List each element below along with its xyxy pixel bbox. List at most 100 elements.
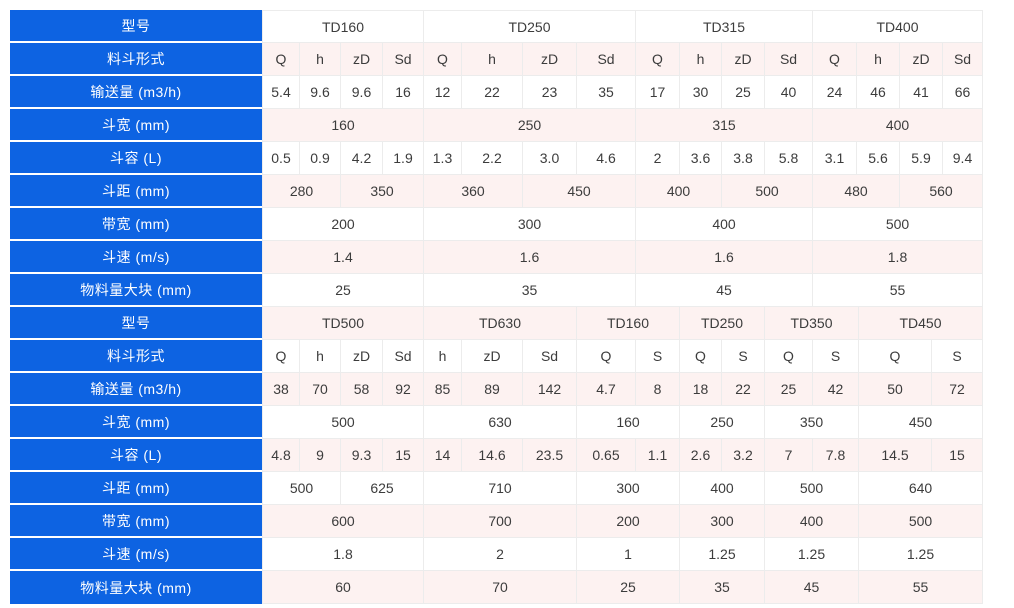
table-cell: h xyxy=(680,43,722,76)
table-cell: 350 xyxy=(765,406,859,439)
table-cell: 40 xyxy=(765,76,813,109)
table-cell: 2 xyxy=(424,538,577,571)
table-row: 带宽 (mm) 600 700 200 300 400 500 xyxy=(10,505,983,538)
table-cell: 8 xyxy=(636,373,680,406)
table-cell: 4.7 xyxy=(577,373,636,406)
table-cell: 500 xyxy=(722,175,813,208)
table-row: 斗距 (mm) 500 625 710 300 400 500 640 xyxy=(10,472,983,505)
table-cell: 25 xyxy=(577,571,680,604)
table-cell: 35 xyxy=(680,571,765,604)
table-cell: 30 xyxy=(680,76,722,109)
row-label: 斗宽 (mm) xyxy=(10,406,262,439)
table-cell: 1.8 xyxy=(813,241,983,274)
table-cell: 300 xyxy=(680,505,765,538)
table-cell: 500 xyxy=(859,505,983,538)
table-cell: h xyxy=(424,340,462,373)
table-cell: 25 xyxy=(722,76,765,109)
table-cell: 23.5 xyxy=(523,439,577,472)
table-cell: 14.5 xyxy=(859,439,932,472)
table-cell: 17 xyxy=(636,76,680,109)
row-label: 型号 xyxy=(10,10,262,43)
table-cell: Sd xyxy=(383,43,424,76)
table-cell: Q xyxy=(262,340,300,373)
table-cell: 46 xyxy=(857,76,900,109)
table-cell: 160 xyxy=(262,109,424,142)
table-row: 斗宽 (mm) 160 250 315 400 xyxy=(10,109,983,142)
table-cell: 350 xyxy=(341,175,424,208)
row-label: 带宽 (mm) xyxy=(10,505,262,538)
table-cell: 500 xyxy=(262,406,424,439)
table-cell: 55 xyxy=(813,274,983,307)
table-cell: 18 xyxy=(680,373,722,406)
table-cell: 70 xyxy=(424,571,577,604)
table-cell: 200 xyxy=(262,208,424,241)
table-cell: 42 xyxy=(813,373,859,406)
row-label: 斗距 (mm) xyxy=(10,175,262,208)
table-cell: zD xyxy=(523,43,577,76)
table-cell: 55 xyxy=(859,571,983,604)
table-cell: zD xyxy=(341,43,383,76)
table-row: 斗容 (L) 0.5 0.9 4.2 1.9 1.3 2.2 3.0 4.6 2 3.6 3.8 5.8… xyxy=(10,142,983,175)
table-cell: 23 xyxy=(523,76,577,109)
table-cell: 35 xyxy=(424,274,636,307)
table-cell: 41 xyxy=(900,76,943,109)
table-cell: 640 xyxy=(859,472,983,505)
table-cell: 4.6 xyxy=(577,142,636,175)
table-cell: 60 xyxy=(262,571,424,604)
table-cell: 14.6 xyxy=(462,439,523,472)
table-cell: 1.6 xyxy=(424,241,636,274)
table-cell: 45 xyxy=(765,571,859,604)
table-cell: 1.4 xyxy=(262,241,424,274)
row-label: 输送量 (m3/h) xyxy=(10,76,262,109)
row-label: 斗容 (L) xyxy=(10,439,262,472)
table-cell: 560 xyxy=(900,175,983,208)
table-cell: 1.3 xyxy=(424,142,462,175)
table-cell: 7.8 xyxy=(813,439,859,472)
table-cell: 625 xyxy=(341,472,424,505)
table-cell: zD xyxy=(900,43,943,76)
table-cell: zD xyxy=(341,340,383,373)
table-cell: 280 xyxy=(262,175,341,208)
table-row: 斗距 (mm) 280 350 360 450 400 500 480 560 xyxy=(10,175,983,208)
table-cell: 70 xyxy=(300,373,341,406)
table-cell: 72 xyxy=(932,373,983,406)
table-cell: 3.0 xyxy=(523,142,577,175)
table-cell: 0.5 xyxy=(262,142,300,175)
table-cell: 1.25 xyxy=(859,538,983,571)
row-label: 物料量大块 (mm) xyxy=(10,274,262,307)
table-cell: 600 xyxy=(262,505,424,538)
table-row: 物料量大块 (mm) 25 35 45 55 xyxy=(10,274,983,307)
table-cell: 300 xyxy=(424,208,636,241)
table-cell: h xyxy=(300,340,341,373)
table-cell: 25 xyxy=(765,373,813,406)
row-label: 斗速 (m/s) xyxy=(10,241,262,274)
table-cell: 400 xyxy=(680,472,765,505)
table-cell: 7 xyxy=(765,439,813,472)
table-cell: 58 xyxy=(341,373,383,406)
table-cell: 14 xyxy=(424,439,462,472)
table-cell: 12 xyxy=(424,76,462,109)
table-cell: 400 xyxy=(813,109,983,142)
table-cell: 24 xyxy=(813,76,857,109)
row-label: 斗容 (L) xyxy=(10,142,262,175)
table-cell: Q xyxy=(577,340,636,373)
table-row: 物料量大块 (mm) 60 70 25 35 45 55 xyxy=(10,571,983,604)
table-cell: h xyxy=(462,43,523,76)
table-cell: 9.3 xyxy=(341,439,383,472)
row-label: 料斗形式 xyxy=(10,43,262,76)
table-cell: 1.8 xyxy=(262,538,424,571)
table-cell: 5.9 xyxy=(900,142,943,175)
row-label: 斗距 (mm) xyxy=(10,472,262,505)
table-row: 斗速 (m/s) 1.4 1.6 1.6 1.8 xyxy=(10,241,983,274)
table-row: 斗容 (L) 4.8 9 9.3 15 14 14.6 23.5 0.65 1.1 2.6 3.2 7 7… xyxy=(10,439,983,472)
row-label: 斗宽 (mm) xyxy=(10,109,262,142)
table-cell: 1.25 xyxy=(680,538,765,571)
table-cell: TD400 xyxy=(813,10,983,43)
row-label: 料斗形式 xyxy=(10,340,262,373)
table-cell: 92 xyxy=(383,373,424,406)
table-cell: 1 xyxy=(577,538,680,571)
table-cell: 2.2 xyxy=(462,142,523,175)
table-cell: 360 xyxy=(424,175,523,208)
table-cell: 250 xyxy=(424,109,636,142)
